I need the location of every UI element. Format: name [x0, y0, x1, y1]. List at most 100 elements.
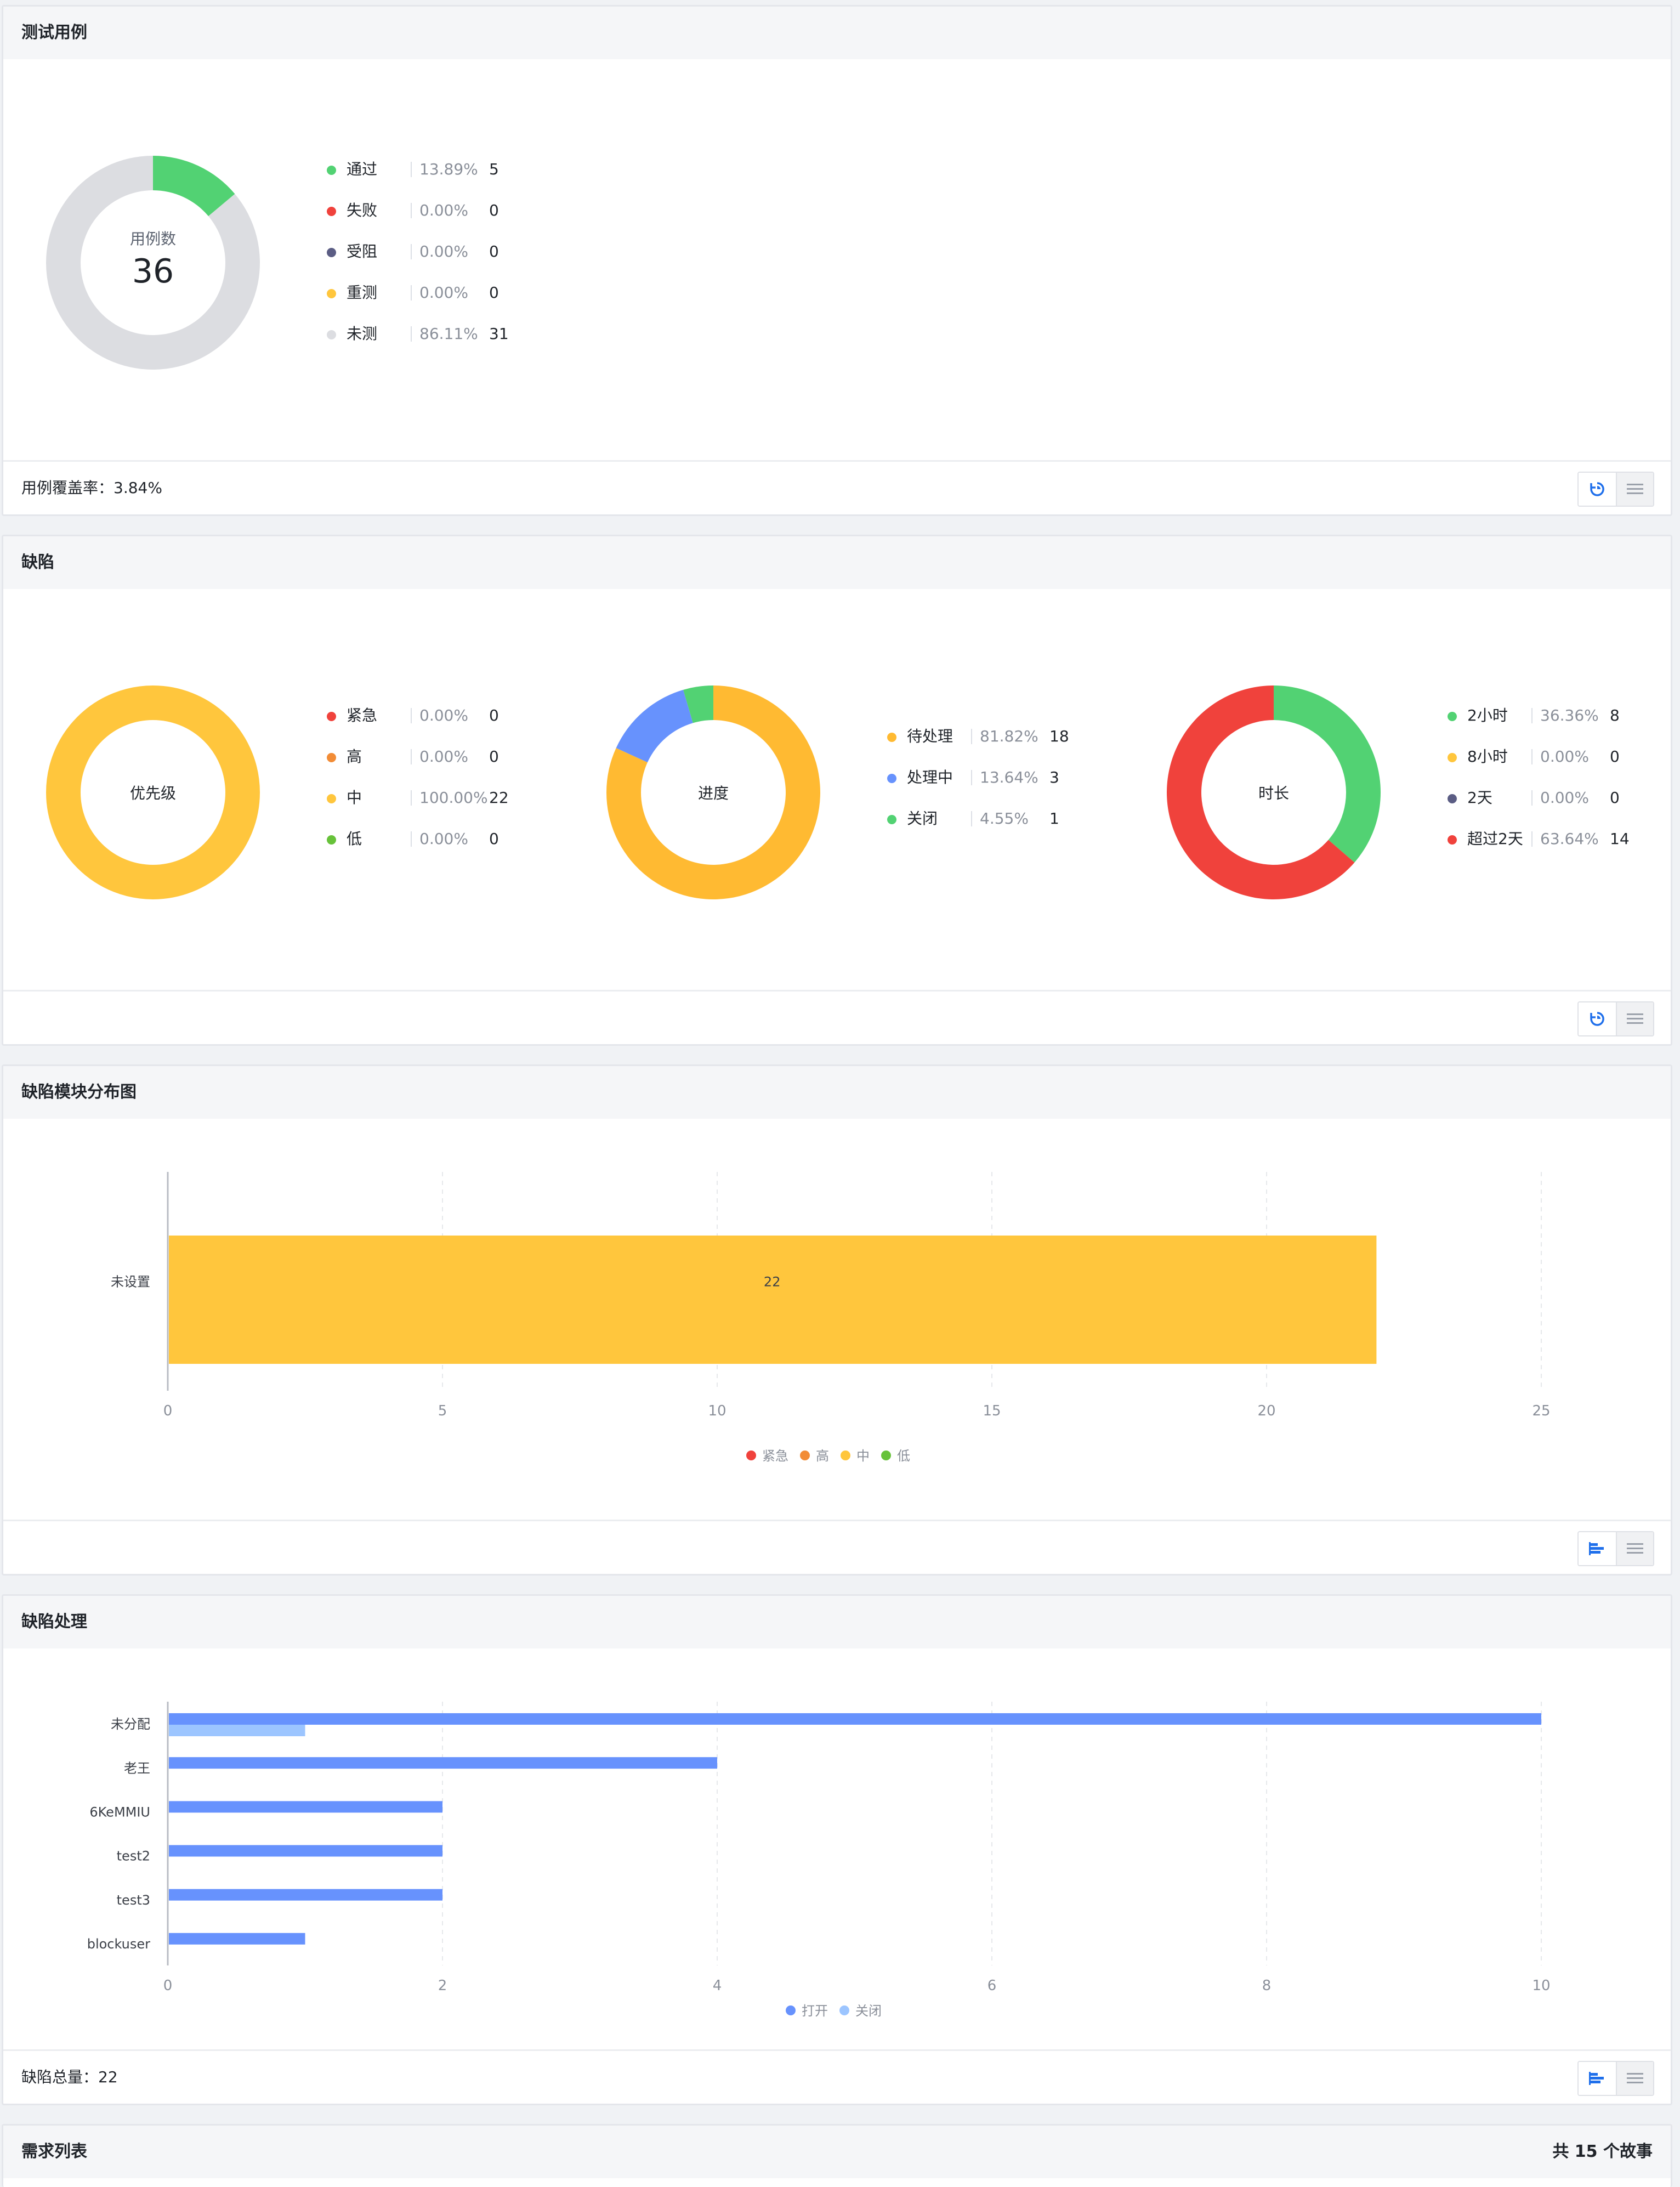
legend-divider	[1531, 749, 1533, 764]
legend-dot-icon	[327, 712, 336, 721]
legend-dot-icon	[327, 753, 336, 762]
legend-percent: 0.00%	[419, 201, 468, 219]
legend-item[interactable]: 2小时 36.36% 8	[1448, 705, 1667, 727]
list-view-button[interactable]	[1616, 473, 1653, 506]
y-category-label: 老王	[124, 1760, 150, 1776]
legend-dot-icon	[1448, 835, 1457, 845]
legend-percent: 63.64%	[1540, 830, 1599, 848]
legend-item[interactable]: 受阻 0.00% 0	[327, 241, 546, 263]
legend-item[interactable]: 紧急 0.00% 0	[327, 705, 546, 727]
legend-item[interactable]: 失败 0.00% 0	[327, 200, 546, 222]
legend-percent: 0.00%	[419, 706, 468, 724]
legend-divider	[411, 749, 412, 764]
legend-divider	[411, 326, 412, 342]
card-title: 缺陷处理	[21, 1612, 87, 1631]
legend-item[interactable]: 8小时 0.00% 0	[1448, 746, 1667, 768]
legend-dot-icon	[327, 289, 336, 298]
bar-打开-未分配[interactable]	[169, 1713, 1541, 1725]
legend-item[interactable]: 中 100.00% 22	[327, 787, 546, 809]
bar-打开-test3[interactable]	[169, 1889, 442, 1901]
list-icon	[1627, 484, 1643, 494]
legend-count: 0	[489, 706, 499, 724]
donut-slice-未测	[46, 156, 260, 370]
list-view-button[interactable]	[1616, 1532, 1653, 1565]
legend-item[interactable]: 低 0.00% 0	[327, 828, 546, 850]
bar-中-未设置[interactable]	[169, 1236, 1377, 1364]
x-tick-label: 25	[1532, 1403, 1550, 1419]
legend-divider	[411, 244, 412, 259]
card-header: 测试用例	[3, 7, 1671, 59]
legend-dot-icon	[1448, 753, 1457, 762]
card-footer	[3, 1520, 1671, 1574]
view-toggle	[1577, 2061, 1654, 2096]
legend-percent: 4.55%	[980, 809, 1029, 828]
legend-label[interactable]: 紧急	[762, 1448, 788, 1464]
legend-label[interactable]: 低	[897, 1448, 910, 1464]
legend-item[interactable]: 处理中 13.64% 3	[887, 767, 1106, 789]
legend-label: 关闭	[907, 809, 938, 828]
legend-item[interactable]: 未测 86.11% 31	[327, 323, 546, 345]
legend-label[interactable]: 中	[856, 1448, 870, 1464]
legend-divider	[411, 203, 412, 218]
x-tick-label: 5	[438, 1403, 447, 1419]
progress-donut	[606, 685, 820, 899]
bar-关闭-未分配[interactable]	[169, 1725, 305, 1736]
list-icon	[1627, 1013, 1643, 1024]
test-case-donut	[46, 156, 260, 370]
bar-打开-老王[interactable]	[169, 1757, 717, 1769]
legend-item[interactable]: 通过 13.89% 5	[327, 158, 546, 180]
x-tick-label: 20	[1257, 1403, 1275, 1419]
donut-center-label: 时长	[1258, 784, 1289, 802]
legend-label: 重测	[347, 284, 378, 302]
legend-label[interactable]: 关闭	[855, 2003, 882, 2019]
legend-count: 0	[1610, 747, 1620, 766]
legend-item[interactable]: 待处理 81.82% 18	[887, 726, 1106, 747]
card-title: 缺陷模块分布图	[21, 1083, 137, 1102]
legend-percent: 100.00%	[419, 789, 488, 807]
legend-dot-icon	[327, 330, 336, 339]
view-toggle	[1577, 1001, 1654, 1036]
legend-label: 2小时	[1467, 706, 1508, 724]
legend-item[interactable]: 关闭 4.55% 1	[887, 808, 1106, 830]
legend-dot-icon	[839, 2005, 849, 2015]
x-tick-label: 0	[163, 1403, 173, 1419]
donut-slice-通过	[153, 156, 235, 217]
x-tick-label: 6	[987, 1978, 997, 1994]
bar-打开-test2[interactable]	[169, 1845, 442, 1857]
legend-label: 8小时	[1467, 747, 1508, 766]
x-tick-label: 4	[713, 1978, 722, 1994]
donut-center-value: 36	[132, 252, 174, 291]
refresh-pie-icon	[1590, 1012, 1604, 1026]
pie-view-button[interactable]	[1579, 473, 1616, 506]
legend-divider	[411, 831, 412, 847]
legend-percent: 0.00%	[1540, 747, 1589, 766]
priority-donut	[46, 685, 260, 899]
donut-center-label: 优先级	[129, 784, 176, 802]
y-category-label: test3	[117, 1893, 150, 1908]
legend-item[interactable]: 超过2天 63.64% 14	[1448, 828, 1667, 850]
bar-view-button[interactable]	[1579, 2062, 1616, 2095]
bar-打开-6KeMMIU[interactable]	[169, 1801, 442, 1813]
legend-percent: 0.00%	[419, 284, 468, 302]
legend-item[interactable]: 重测 0.00% 0	[327, 282, 546, 304]
list-view-button[interactable]	[1616, 1002, 1653, 1035]
legend-dot-icon	[887, 815, 896, 824]
legend-percent: 13.89%	[419, 160, 478, 178]
legend-item[interactable]: 高 0.00% 0	[327, 746, 546, 768]
list-icon	[1627, 1543, 1643, 1554]
legend-dot-icon	[327, 248, 336, 257]
legend-count: 22	[489, 789, 509, 807]
x-tick-label: 2	[438, 1978, 447, 1994]
refresh-pie-icon	[1590, 482, 1604, 496]
legend-label: 失败	[347, 201, 378, 219]
donut-slice-2小时	[1274, 685, 1381, 863]
pie-view-button[interactable]	[1579, 1002, 1616, 1035]
legend-item[interactable]: 2天 0.00% 0	[1448, 787, 1667, 809]
legend-count: 3	[1049, 768, 1059, 786]
card-title: 需求列表	[21, 2142, 87, 2161]
legend-label[interactable]: 打开	[802, 2003, 828, 2019]
bar-view-button[interactable]	[1579, 1532, 1616, 1565]
legend-label[interactable]: 高	[816, 1448, 829, 1464]
list-view-button[interactable]	[1616, 2062, 1653, 2095]
bar-打开-blockuser[interactable]	[169, 1933, 305, 1945]
